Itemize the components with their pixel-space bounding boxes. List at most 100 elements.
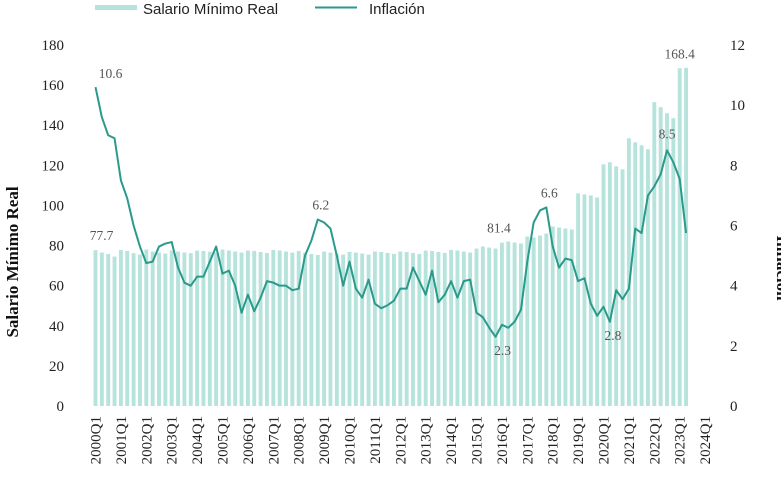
y-left-tick-label: 20 [49, 359, 64, 375]
y-left-tick-label: 180 [42, 38, 65, 54]
y-right-tick-label: 4 [730, 279, 738, 295]
bar [614, 166, 619, 406]
bar [525, 236, 530, 406]
bar [392, 253, 396, 406]
bar [620, 169, 625, 406]
bar [182, 252, 187, 406]
bar [93, 250, 98, 406]
y-left-axis-title: Salario Mínimo Real [3, 186, 22, 337]
y-right-ticks: 0 2 4 6 8 10 12 [730, 38, 745, 415]
bar [341, 254, 346, 406]
bar [468, 252, 473, 406]
data-label: 81.4 [487, 221, 511, 236]
x-tick-label: 2020Q1 [597, 416, 613, 464]
bar [258, 251, 263, 406]
bar [550, 226, 555, 406]
bar [626, 138, 631, 406]
bar [366, 254, 371, 406]
line-series [94, 86, 688, 338]
bar [430, 250, 434, 406]
bar [195, 250, 200, 406]
data-label: 2.8 [604, 328, 621, 343]
bar [658, 107, 663, 407]
x-tick-label: 2000Q1 [89, 416, 105, 464]
x-tick-label: 2022Q1 [647, 416, 663, 464]
bar [245, 250, 250, 406]
bar [138, 254, 142, 406]
bar [322, 251, 327, 406]
data-labels: 10.6 77.7 6.2 2.3 81.4 6.6 2.8 8.5 168.4 [90, 46, 696, 357]
bar [385, 252, 390, 406]
bar [684, 67, 688, 407]
bar [220, 249, 225, 406]
bar [188, 253, 193, 406]
data-label: 168.4 [665, 46, 696, 61]
x-tick-label: 2023Q1 [673, 416, 689, 464]
x-tick-label: 2011Q1 [368, 416, 384, 464]
bar [309, 253, 314, 406]
y-right-tick-label: 0 [730, 399, 738, 415]
bar [671, 118, 676, 406]
bar [265, 252, 269, 406]
legend: Salario Mínimo Real Inflación [95, 1, 425, 18]
x-tick-label: 2012Q1 [393, 416, 409, 464]
bar [157, 252, 161, 406]
legend-label-bars: Salario Mínimo Real [143, 1, 278, 18]
y-left-tick-label: 80 [49, 239, 64, 255]
bar [417, 253, 422, 406]
bar [125, 250, 130, 406]
bar [99, 252, 104, 406]
x-tick-label: 2006Q1 [241, 416, 257, 464]
bar [303, 252, 307, 406]
data-label: 6.2 [312, 198, 329, 213]
bar [379, 251, 384, 406]
y-left-tick-label: 160 [42, 78, 65, 94]
bar [144, 249, 149, 406]
bar [442, 252, 447, 406]
bar [411, 252, 415, 406]
bar [271, 249, 276, 406]
y-left-tick-label: 40 [49, 319, 64, 335]
bar [677, 68, 682, 406]
bar [563, 228, 568, 406]
bar [150, 251, 155, 406]
x-tick-label: 2007Q1 [266, 416, 282, 464]
bar [538, 235, 542, 406]
bar [531, 237, 536, 406]
bar [557, 227, 561, 406]
y-right-tick-label: 2 [730, 339, 738, 355]
data-label: 8.5 [659, 126, 676, 141]
bar [372, 251, 377, 406]
bar [652, 102, 657, 406]
bar [646, 149, 650, 407]
bar [423, 250, 428, 406]
bar [163, 253, 168, 406]
bar [544, 233, 549, 406]
x-tick-label: 2001Q1 [114, 416, 130, 464]
bar [633, 142, 638, 406]
x-tick-label: 2005Q1 [216, 416, 232, 464]
bar [449, 249, 454, 406]
bar [214, 252, 219, 406]
x-tick-label: 2018Q1 [546, 416, 562, 464]
x-tick-label: 2004Q1 [190, 416, 206, 464]
x-tick-label: 2024Q1 [698, 416, 714, 464]
bar [201, 250, 206, 406]
bar [239, 252, 244, 406]
y-left-tick-label: 60 [49, 279, 64, 295]
bar [207, 251, 212, 406]
y-right-tick-label: 8 [730, 158, 738, 174]
bar [176, 251, 180, 406]
x-tick-label: 2003Q1 [165, 416, 181, 464]
bar [455, 250, 460, 406]
bar [436, 251, 441, 406]
bar [665, 113, 669, 406]
data-label: 77.7 [90, 228, 114, 243]
y-right-axis-title: Inflación [773, 235, 781, 301]
data-label: 10.6 [99, 66, 123, 81]
legend-label-line: Inflación [369, 1, 425, 18]
bar [607, 162, 612, 406]
bar [226, 250, 231, 406]
bar [519, 243, 523, 406]
bar [506, 241, 511, 406]
